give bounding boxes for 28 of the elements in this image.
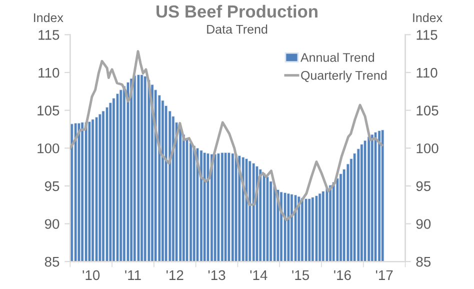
y2-tick-label: 100 bbox=[416, 143, 438, 154]
y-tick-label: 95 bbox=[44, 181, 60, 192]
y2-tick-label: 110 bbox=[416, 68, 438, 78]
y-tick-label: 115 bbox=[38, 30, 60, 40]
x-tick-label: '13 bbox=[208, 270, 226, 280]
y2-tick-label: 115 bbox=[416, 30, 438, 40]
y-tick-label: 110 bbox=[38, 68, 60, 78]
y-tick-label: 100 bbox=[38, 143, 60, 154]
x-tick-label: '16 bbox=[334, 270, 351, 280]
x-tick-label: '14 bbox=[250, 270, 268, 280]
chart-subtitle: Data Trend bbox=[207, 24, 268, 34]
y-tick-label: 90 bbox=[44, 219, 60, 229]
y-tick-label: 85 bbox=[44, 256, 60, 267]
y2-tick-label: 95 bbox=[416, 181, 431, 192]
x-tick-label: '12 bbox=[166, 270, 184, 280]
y2-tick-label: 85 bbox=[416, 256, 431, 267]
y-tick-label: 105 bbox=[38, 106, 60, 116]
legend-label: Quarterly Trend bbox=[301, 70, 387, 82]
y2-tick-label: 90 bbox=[416, 219, 431, 229]
chart-title: US Beef Production bbox=[156, 4, 318, 18]
y2-axis-title: Index bbox=[413, 12, 442, 22]
y2-tick-label: 105 bbox=[416, 106, 438, 116]
legend-label: Annual Trend bbox=[300, 52, 374, 62]
y-axis-title: Index bbox=[34, 12, 64, 22]
x-tick-label: '10 bbox=[82, 270, 100, 280]
x-tick-label: '11 bbox=[125, 270, 141, 280]
x-tick-label: '17 bbox=[376, 270, 393, 280]
x-tick-label: '15 bbox=[292, 270, 310, 280]
